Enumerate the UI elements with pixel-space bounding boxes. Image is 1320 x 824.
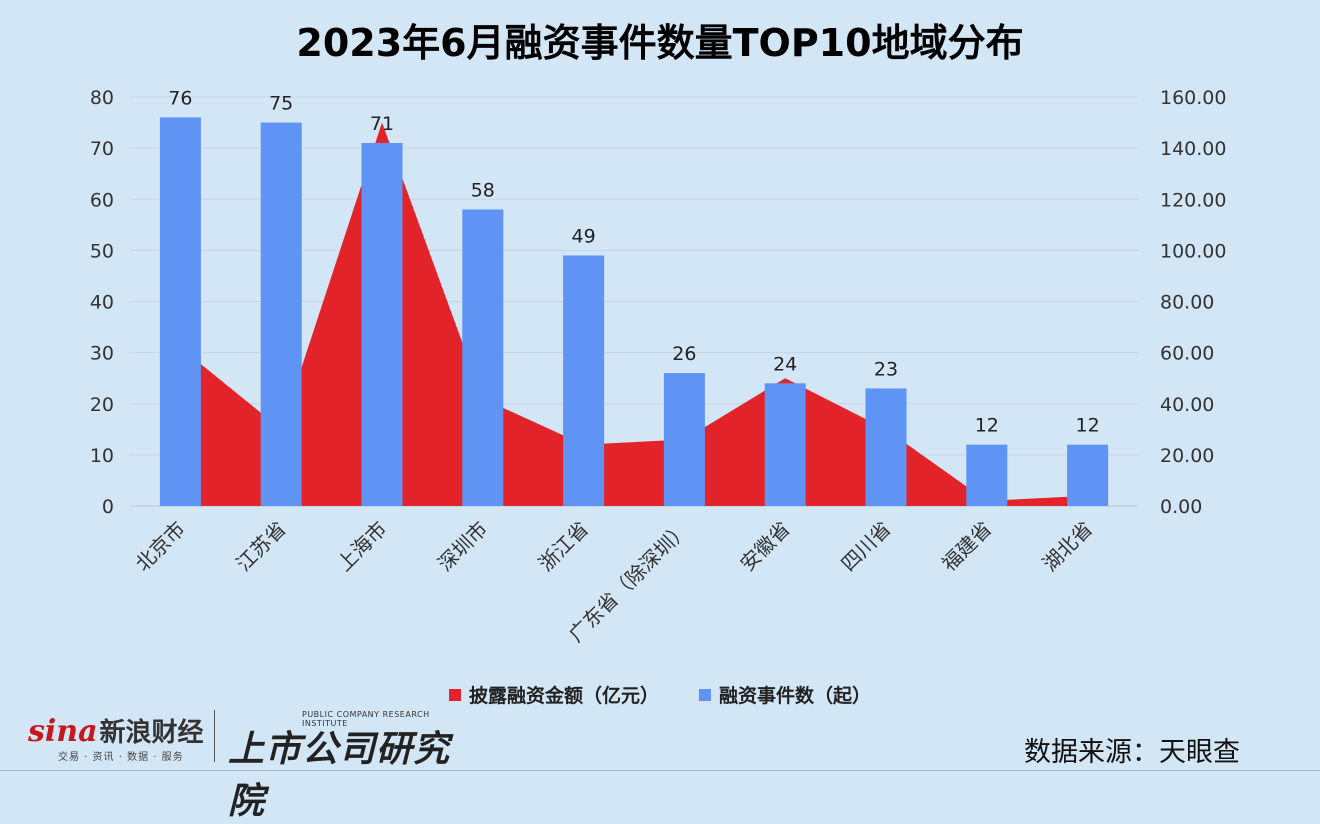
y-right-tick: 100.00 [1160,240,1226,262]
x-tick-label: 福建省 [937,517,996,576]
y-axis-right: 0.00 20.00 40.00 60.00 80.00 100.00 120.00 140.… [1160,87,1226,518]
bar-label: 12 [1076,415,1100,437]
y-left-tick: 30 [90,343,114,365]
data-source: 数据来源：天眼查 [1024,737,1240,768]
bar-浙江省 [563,255,605,506]
legend: 披露融资金额（亿元） 融资事件数（起） [0,681,1320,708]
y-left-tick: 70 [90,138,114,160]
bar-湖北省 [1067,444,1109,506]
x-tick-label: 深圳市 [433,517,492,576]
legend-item-count: 融资事件数（起） [699,681,871,708]
bar-安徽省 [764,383,806,506]
legend-swatch-amount [448,688,461,701]
y-right-tick: 20.00 [1160,445,1214,467]
sina-logo-tagline: 交易 · 资讯 · 数据 · 服务 [58,752,184,763]
y-axis-left: 0 10 20 30 40 50 60 70 80 [90,87,114,518]
area-series [180,122,1088,506]
bar-北京市 [159,117,201,506]
bar-label: 49 [572,225,596,247]
bar-label: 58 [471,179,495,201]
x-tick-label: 江苏省 [231,517,290,576]
chart-svg: 76 75 71 58 49 26 24 23 12 12 0 10 20 30 40 50 60 70 80 0… [90,87,1227,647]
bar-广东省（除深圳） [663,373,705,506]
area-amount [180,122,1088,506]
x-tick-label: 四川省 [836,517,895,576]
bar-label: 75 [269,93,293,115]
institute-logo-en: PUBLIC COMPANY RESEARCH INSTITUTE [302,710,430,728]
x-tick-label: 浙江省 [534,517,593,576]
x-tick-label: 湖北省 [1038,517,1097,576]
logo-divider [214,710,215,762]
y-right-tick: 40.00 [1160,394,1214,416]
research-institute-logo: PUBLIC COMPANY RESEARCH INSTITUTE 上市公司研究… [228,710,468,822]
bar-data-labels: 76 75 71 58 49 26 24 23 12 12 [168,87,1099,436]
y-right-tick: 140.00 [1160,138,1226,160]
bar-上海市 [361,143,403,506]
legend-item-amount: 披露融资金额（亿元） [448,681,659,708]
sina-logo-word: sina [28,714,98,749]
bar-label: 12 [975,415,999,437]
y-left-tick: 80 [90,87,114,109]
sina-logo-cn: 新浪财经 [99,718,204,748]
bar-label: 24 [773,353,797,375]
institute-logo-cn: 上市公司研究院 [228,729,451,822]
x-tick-label: 上海市 [332,517,391,576]
legend-label-amount: 披露融资金额（亿元） [468,685,659,707]
legend-swatch-count [699,688,711,701]
footer-divider [0,770,1320,771]
x-tick-label: 北京市 [131,517,190,576]
bar-江苏省 [260,122,302,506]
bar-label: 23 [874,358,898,380]
y-right-tick: 120.00 [1160,189,1226,211]
y-left-tick: 10 [90,445,114,467]
bar-label: 26 [672,343,696,365]
bar-label: 76 [168,87,192,109]
bar-label: 71 [370,113,394,135]
y-left-tick: 50 [90,240,114,262]
y-left-tick: 40 [90,292,114,314]
sina-finance-logo: sina新浪财经 交易 · 资讯 · 数据 · 服务 [28,712,208,763]
y-right-tick: 60.00 [1160,343,1214,365]
y-left-tick: 20 [90,394,114,416]
bar-深圳市 [462,209,504,506]
y-left-tick: 0 [102,496,114,518]
y-left-tick: 60 [90,189,114,211]
bar-福建省 [966,444,1008,506]
y-right-tick: 0.00 [1160,496,1202,518]
y-right-tick: 160.00 [1160,87,1226,109]
bar-series [159,117,1109,506]
y-right-tick: 80.00 [1160,292,1214,314]
chart-title: 2023年6月融资事件数量TOP10地域分布 [296,21,1024,65]
legend-label-count: 融资事件数（起） [719,685,872,707]
bar-四川省 [865,388,907,506]
x-tick-label: 安徽省 [735,517,794,576]
